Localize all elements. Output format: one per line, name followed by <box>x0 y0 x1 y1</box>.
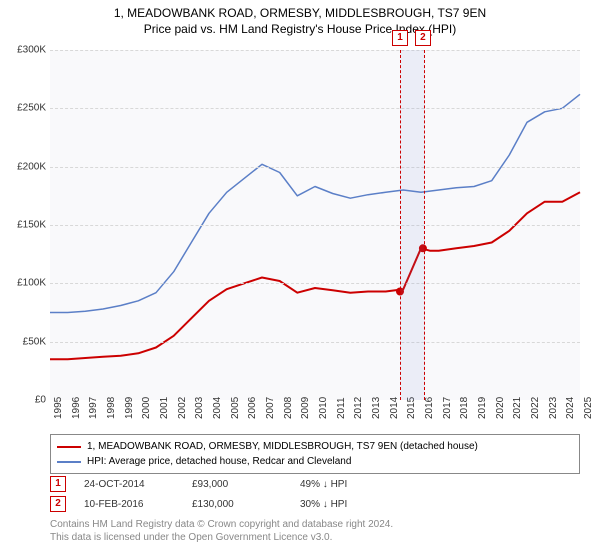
x-axis-label: 1999 <box>124 397 135 419</box>
legend-label: 1, MEADOWBANK ROAD, ORMESBY, MIDDLESBROU… <box>87 439 478 454</box>
grid-line <box>50 108 580 109</box>
legend-row: HPI: Average price, detached house, Redc… <box>57 454 573 469</box>
x-axis-label: 2007 <box>265 397 276 419</box>
grid-line <box>50 167 580 168</box>
x-axis-label: 2005 <box>230 397 241 419</box>
grid-line <box>50 50 580 51</box>
sale-date: 10-FEB-2016 <box>84 499 174 510</box>
x-axis-label: 2014 <box>389 397 400 419</box>
x-axis-label: 2008 <box>283 397 294 419</box>
chart-plot-area: £0£50K£100K£150K£200K£250K£300K199519961… <box>50 50 580 400</box>
x-axis-label: 2020 <box>495 397 506 419</box>
x-axis-label: 2017 <box>442 397 453 419</box>
sale-marker-icon: 2 <box>50 496 66 512</box>
y-axis-label: £200K <box>2 161 46 172</box>
x-axis-label: 2013 <box>371 397 382 419</box>
y-axis-label: £300K <box>2 45 46 56</box>
grid-line <box>50 342 580 343</box>
y-axis-label: £100K <box>2 278 46 289</box>
y-axis-label: £0 <box>2 395 46 406</box>
sale-marker-flag: 2 <box>415 30 431 46</box>
x-axis-label: 1995 <box>53 397 64 419</box>
series-line-price_paid <box>50 192 580 359</box>
sale-marker-icon: 1 <box>50 476 66 492</box>
x-axis-label: 2019 <box>477 397 488 419</box>
y-axis-label: £150K <box>2 220 46 231</box>
x-axis-label: 2016 <box>424 397 435 419</box>
x-axis-label: 2018 <box>459 397 470 419</box>
legend: 1, MEADOWBANK ROAD, ORMESBY, MIDDLESBROU… <box>50 434 580 474</box>
series-line-hpi <box>50 94 580 312</box>
x-axis-label: 2015 <box>406 397 417 419</box>
sale-delta: 30% ↓ HPI <box>300 499 390 510</box>
x-axis-label: 1998 <box>106 397 117 419</box>
x-axis-label: 2011 <box>336 397 347 419</box>
legend-swatch <box>57 461 81 463</box>
legend-swatch <box>57 446 81 448</box>
x-axis-label: 2001 <box>159 397 170 419</box>
x-axis-label: 2023 <box>548 397 559 419</box>
x-axis-label: 2006 <box>247 397 258 419</box>
title-line-2: Price paid vs. HM Land Registry's House … <box>0 22 600 38</box>
x-axis-label: 2000 <box>141 397 152 419</box>
x-axis-label: 2024 <box>565 397 576 419</box>
sale-price: £130,000 <box>192 499 282 510</box>
sale-marker-flag: 1 <box>392 30 408 46</box>
y-axis-label: £250K <box>2 103 46 114</box>
attribution-line: This data is licensed under the Open Gov… <box>50 531 580 544</box>
sale-row: 1 24-OCT-2014 £93,000 49% ↓ HPI <box>50 476 580 492</box>
x-axis-label: 2003 <box>194 397 205 419</box>
x-axis-label: 1996 <box>71 397 82 419</box>
x-axis-label: 2010 <box>318 397 329 419</box>
x-axis-label: 2012 <box>353 397 364 419</box>
x-axis-label: 2009 <box>300 397 311 419</box>
sales-footer: 1 24-OCT-2014 £93,000 49% ↓ HPI 2 10-FEB… <box>50 476 580 544</box>
x-axis-label: 2022 <box>530 397 541 419</box>
sale-delta: 49% ↓ HPI <box>300 479 390 490</box>
attribution: Contains HM Land Registry data © Crown c… <box>50 518 580 544</box>
sale-date: 24-OCT-2014 <box>84 479 174 490</box>
y-axis-label: £50K <box>2 336 46 347</box>
grid-line <box>50 283 580 284</box>
legend-row: 1, MEADOWBANK ROAD, ORMESBY, MIDDLESBROU… <box>57 439 573 454</box>
attribution-line: Contains HM Land Registry data © Crown c… <box>50 518 580 531</box>
grid-line <box>50 225 580 226</box>
chart-title: 1, MEADOWBANK ROAD, ORMESBY, MIDDLESBROU… <box>0 0 600 37</box>
x-axis-label: 1997 <box>88 397 99 419</box>
title-line-1: 1, MEADOWBANK ROAD, ORMESBY, MIDDLESBROU… <box>0 6 600 22</box>
sale-period-band <box>400 50 425 400</box>
sale-price: £93,000 <box>192 479 282 490</box>
x-axis-label: 2021 <box>512 397 523 419</box>
x-axis-label: 2004 <box>212 397 223 419</box>
x-axis-label: 2025 <box>583 397 594 419</box>
sale-row: 2 10-FEB-2016 £130,000 30% ↓ HPI <box>50 496 580 512</box>
legend-label: HPI: Average price, detached house, Redc… <box>87 454 351 469</box>
x-axis-label: 2002 <box>177 397 188 419</box>
